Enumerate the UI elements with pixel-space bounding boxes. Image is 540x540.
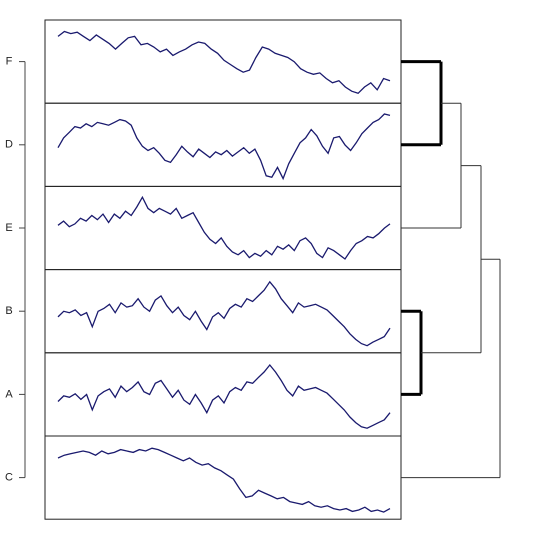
series-label: A	[5, 388, 13, 400]
series-label: E	[5, 222, 12, 234]
series-label: D	[5, 139, 13, 151]
panel	[44, 19, 402, 104]
panel	[44, 185, 402, 271]
series-label: C	[5, 472, 13, 484]
series-line	[57, 30, 391, 95]
series-label: B	[5, 305, 12, 317]
series-line	[57, 363, 391, 429]
series-line	[57, 113, 391, 181]
series-label: F	[6, 56, 13, 68]
panel	[44, 352, 402, 437]
series-line	[57, 447, 391, 513]
series-line	[57, 195, 391, 260]
panel	[44, 102, 402, 187]
series-line	[57, 280, 391, 347]
panel	[44, 435, 402, 520]
